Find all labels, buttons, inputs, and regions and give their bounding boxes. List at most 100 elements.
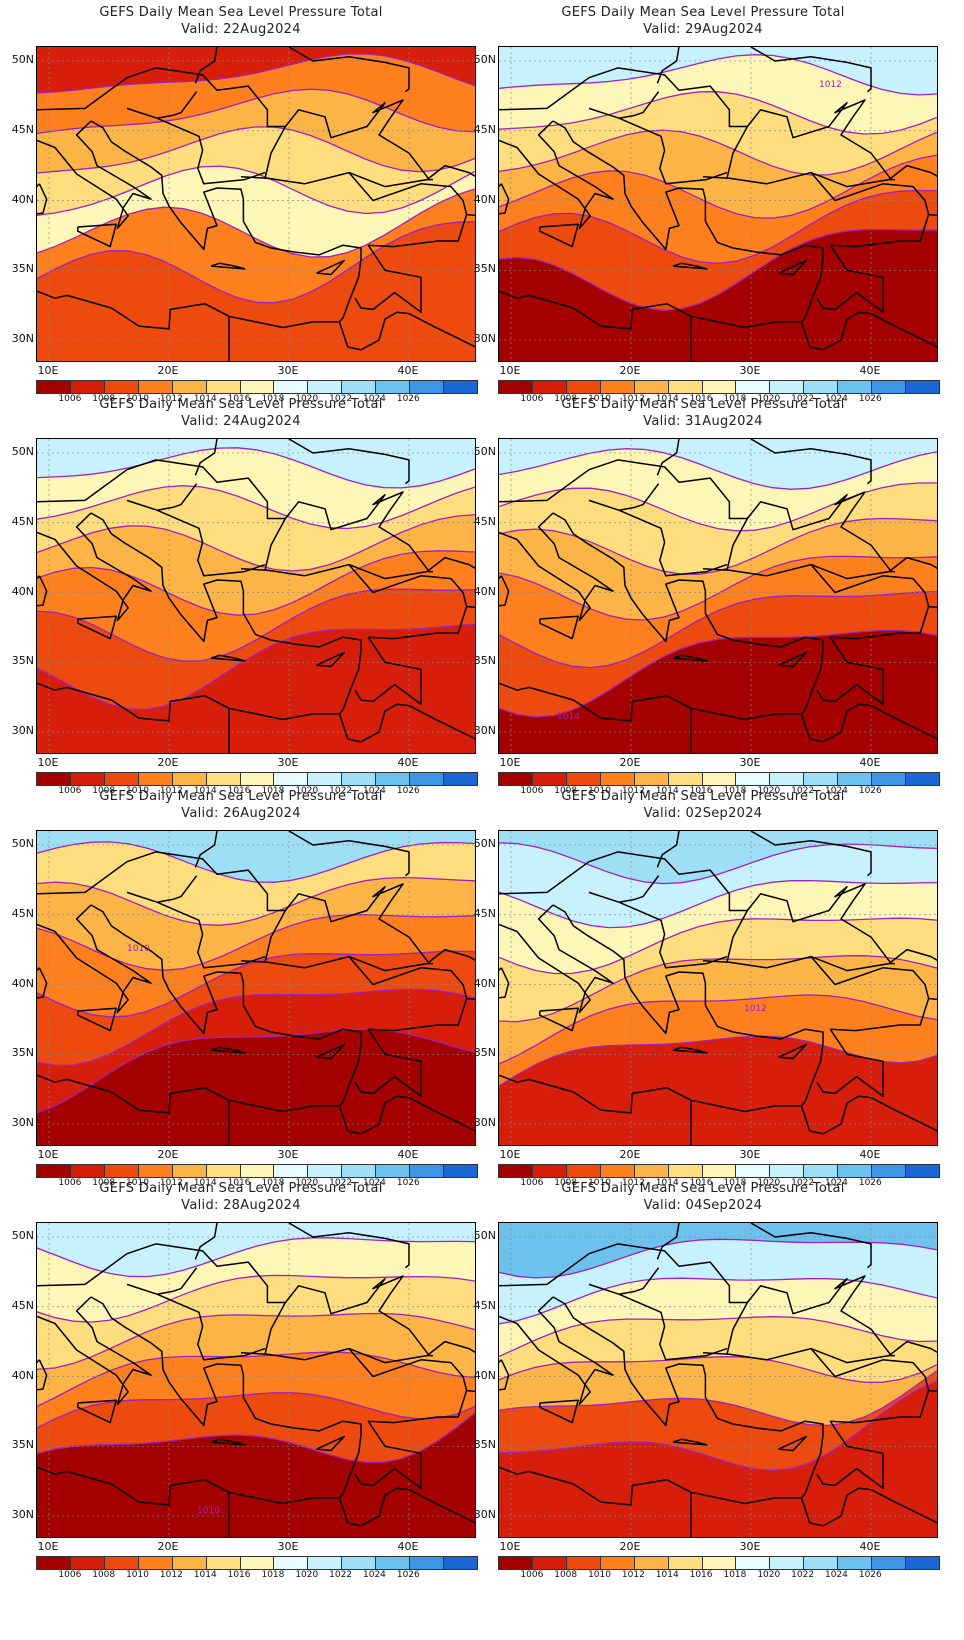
- coastline: [348, 1348, 468, 1424]
- coastline: [816, 244, 884, 313]
- coastline: [539, 615, 579, 640]
- map-panel: GEFS Daily Mean Sea Level Pressure Total…: [462, 392, 944, 802]
- coastline: [288, 1223, 410, 1269]
- coastline: [156, 875, 198, 903]
- panel-valid-date: Valid: 04Sep2024: [643, 1198, 763, 1213]
- coastline: [810, 172, 930, 248]
- coastline: [750, 831, 872, 877]
- pressure-field-svg: [499, 1223, 937, 1537]
- colorbar-label: 1008: [92, 1570, 116, 1580]
- colorbar-label: 1008: [554, 786, 578, 796]
- longitude-label: 20E: [157, 756, 179, 769]
- colorbar-swatch: [376, 1165, 411, 1177]
- colorbar-label: 1026: [396, 786, 420, 796]
- colorbar-swatch: [138, 1165, 173, 1177]
- colorbar-swatch: [532, 1557, 567, 1569]
- coastline: [264, 99, 429, 179]
- pressure-colorbar: [36, 380, 478, 394]
- latitude-label: 35N: [473, 262, 496, 276]
- colorbar-swatch: [499, 381, 533, 393]
- latitude-label: 45N: [11, 1298, 34, 1312]
- coastline: [552, 120, 707, 251]
- colorbar-swatch: [736, 381, 771, 393]
- colorbar-swatch: [634, 773, 669, 785]
- pressure-field-svg: 1010: [37, 831, 475, 1145]
- colorbar-label: 1026: [396, 1570, 420, 1580]
- longitude-label: 10E: [37, 364, 59, 377]
- coastline: [37, 290, 340, 330]
- colorbar-label: 1014: [193, 1178, 217, 1188]
- coastline: [242, 199, 362, 260]
- colorbar-label: 1026: [858, 394, 882, 404]
- latitude-label: 50N: [473, 1228, 496, 1242]
- coastline: [800, 1435, 824, 1499]
- coastline: [588, 1283, 728, 1361]
- colorbar-swatch: [600, 381, 635, 393]
- pressure-colorbar: [36, 772, 478, 786]
- colorbar-label: 1016: [227, 1570, 251, 1580]
- colorbar-swatch: [172, 773, 207, 785]
- panel-title: GEFS Daily Mean Sea Level Pressure Total: [561, 5, 845, 20]
- coastline: [618, 91, 660, 119]
- longitude-label: 40E: [859, 364, 881, 377]
- colorbar-label: 1012: [621, 394, 645, 404]
- colorbar-label: 1014: [655, 394, 679, 404]
- coastline: [194, 439, 218, 476]
- coastline: [37, 851, 286, 912]
- coastline: [348, 956, 468, 1032]
- colorbar-label: 1010: [588, 394, 611, 404]
- colorbar-label: 1006: [58, 394, 82, 404]
- colorbar-label: 1016: [227, 394, 251, 404]
- colorbar-label: 1008: [92, 394, 116, 404]
- longitude-label: 30E: [277, 364, 299, 377]
- coastline: [316, 259, 345, 276]
- latitude-label: 50N: [11, 444, 34, 458]
- isobar-line: [499, 629, 937, 718]
- colorbar-swatch: [872, 773, 907, 785]
- colorbar-label: 1018: [261, 1570, 285, 1580]
- coastline: [726, 883, 891, 963]
- colorbar-swatch: [308, 1557, 343, 1569]
- coastline: [210, 262, 246, 270]
- isobar-line: [499, 54, 937, 96]
- longitude-label: 40E: [859, 756, 881, 769]
- latitude-label: 40N: [11, 976, 34, 990]
- colorbar-label: 1006: [520, 786, 544, 796]
- colorbar-label: 1012: [621, 1178, 645, 1188]
- isobar-line: [37, 988, 475, 1067]
- latitude-label: 45N: [473, 906, 496, 920]
- coastline: [800, 651, 824, 715]
- colorbar-swatch: [172, 1557, 207, 1569]
- coastline: [194, 1223, 218, 1260]
- coastline: [816, 1028, 884, 1097]
- longitude-label: 30E: [739, 364, 761, 377]
- colorbar-swatch: [274, 381, 309, 393]
- latitude-label: 35N: [473, 654, 496, 668]
- coastline: [348, 564, 468, 640]
- longitude-label: 40E: [397, 364, 419, 377]
- colorbar-label: 1010: [126, 394, 149, 404]
- coastline: [194, 831, 218, 868]
- coastline: [242, 983, 362, 1044]
- coastline: [37, 183, 48, 215]
- colorbar-label: 1008: [92, 1178, 116, 1188]
- coastline: [499, 1359, 510, 1391]
- coastline: [37, 67, 286, 128]
- panel-title: GEFS Daily Mean Sea Level Pressure Total: [561, 1181, 845, 1196]
- map-panel: GEFS Daily Mean Sea Level Pressure Total…: [0, 0, 482, 410]
- latitude-label: 45N: [11, 122, 34, 136]
- isobar-line: [499, 517, 937, 575]
- coastline: [656, 1223, 680, 1260]
- coastline: [816, 636, 884, 705]
- coastline: [656, 439, 680, 476]
- colorbar-label: 1022: [791, 786, 815, 796]
- pressure-colorbar: [36, 1556, 478, 1570]
- panel-title: GEFS Daily Mean Sea Level Pressure Total: [99, 1181, 383, 1196]
- colorbar-swatch: [736, 1165, 771, 1177]
- coastline: [90, 904, 245, 1035]
- latitude-label: 50N: [11, 1228, 34, 1242]
- colorbar-label: 1022: [329, 1178, 353, 1188]
- colorbar-swatch: [37, 1165, 71, 1177]
- panel-valid-date: Valid: 26Aug2024: [181, 806, 301, 821]
- colorbar-swatch: [499, 1165, 533, 1177]
